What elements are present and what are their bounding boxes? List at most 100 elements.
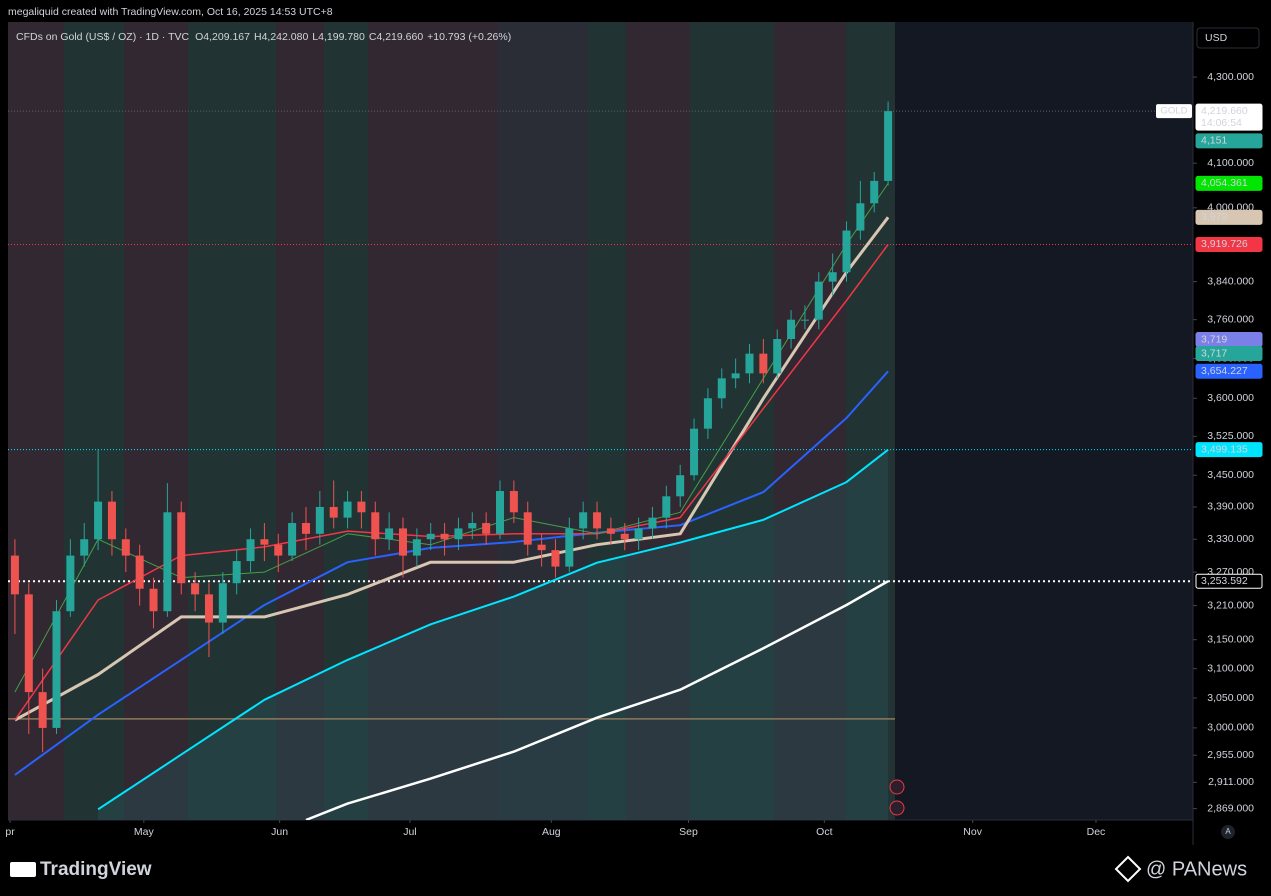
candle-body <box>634 528 643 540</box>
price-label: 3,919.726 <box>1201 238 1248 250</box>
candle-body <box>690 428 699 476</box>
ohlc-legend-item: 4,242.080 <box>262 31 309 43</box>
plot <box>8 101 1193 820</box>
ohlc-legend: O 4,209.167 H 4,242.080 L 4,199.780 C 4,219.660… <box>195 31 511 43</box>
candle-body <box>593 512 602 529</box>
y-tick-label: 2,911.000 <box>1208 776 1254 788</box>
candle-body <box>662 496 671 518</box>
candle-body <box>648 517 657 529</box>
x-tick-label: Nov <box>963 826 982 838</box>
candle-body <box>274 544 283 556</box>
x-tick-label: Sep <box>679 826 698 838</box>
candle-body <box>759 353 768 374</box>
ohlc-legend-item: 4,209.167 <box>203 31 250 43</box>
candle-body <box>107 501 116 540</box>
candle-body <box>565 528 574 567</box>
candle-body <box>828 272 837 282</box>
candle-body <box>620 533 629 540</box>
candle-body <box>745 353 754 374</box>
y-tick-label: 3,150.000 <box>1207 633 1254 645</box>
candle-body <box>731 373 740 379</box>
candle-body <box>537 544 546 551</box>
ohlc-legend-item: C <box>369 31 377 43</box>
x-tick-label: Jun <box>271 826 288 838</box>
price-label-box <box>1195 103 1263 131</box>
candle-body <box>676 475 685 497</box>
ohlc-legend-item: H <box>254 31 262 43</box>
y-tick-label: 3,840.000 <box>1207 275 1254 287</box>
event-icon[interactable] <box>889 779 905 795</box>
event-icon[interactable] <box>889 800 905 816</box>
price-label: 4,054.361 <box>1201 177 1248 189</box>
symbol-tag: GOLD <box>1161 106 1188 117</box>
price-label: 3,499.135 <box>1201 443 1248 455</box>
candle-body <box>177 512 186 584</box>
y-tick-label: 3,050.000 <box>1207 692 1254 704</box>
symbol-title: CFDs on Gold (US$ / OZ) · 1D · TVC <box>16 31 190 43</box>
candle-body <box>246 539 255 562</box>
ohlc-legend-item: +10.793 (+0.26%) <box>427 31 511 43</box>
candle-body <box>468 523 477 529</box>
candle-body <box>343 501 352 518</box>
price-label-box <box>1195 573 1263 589</box>
candle-body <box>94 501 103 540</box>
candle-body <box>426 533 435 540</box>
candle-body <box>814 281 823 320</box>
candle-body <box>482 523 491 534</box>
x-tick-label: Jul <box>403 826 416 838</box>
symbol-tag-box <box>1156 104 1192 119</box>
price-label: 4,151 <box>1201 135 1227 147</box>
y-tick-label: 2,869.000 <box>1207 802 1254 814</box>
candle-body <box>717 378 726 399</box>
candle-body <box>66 555 75 612</box>
price-label: 3,719 <box>1201 333 1227 345</box>
indicator-line <box>97 448 889 811</box>
y-tick-label: 3,450.000 <box>1207 469 1254 481</box>
candle-body <box>399 528 407 556</box>
watermark-logo <box>1114 855 1142 883</box>
session-bands <box>8 22 895 820</box>
candle-body <box>204 594 213 623</box>
line-area <box>98 449 889 820</box>
candle-body <box>301 523 310 534</box>
candle-body <box>856 203 865 231</box>
auto-scale-button[interactable] <box>1221 825 1235 839</box>
candle-body <box>52 611 61 728</box>
x-tick-label: pr <box>5 826 15 838</box>
axes: 4,300.0004,100.0004,000.0003,840.0003,76… <box>5 71 1263 838</box>
y-tick-label: 3,390.000 <box>1207 501 1254 513</box>
credit: megaliquid created with TradingView.com,… <box>8 6 333 18</box>
price-label: 3,717 <box>1201 347 1227 359</box>
price-label-box <box>1195 236 1263 252</box>
candle-body <box>80 539 89 556</box>
candle-body <box>842 230 851 273</box>
auto-scale-label[interactable]: A <box>1225 827 1231 836</box>
price-label-box <box>1195 442 1263 458</box>
currency[interactable]: USD <box>1205 32 1228 44</box>
candle-body <box>38 692 47 728</box>
candle-body <box>10 555 19 595</box>
y-tick-label: 4,300.000 <box>1207 71 1254 83</box>
candle-body <box>703 398 712 429</box>
candle-body <box>135 555 144 589</box>
candle-body <box>800 319 809 321</box>
candle-body <box>385 528 394 540</box>
candle-body <box>288 523 297 556</box>
y-tick-label: 2,955.000 <box>1207 749 1254 761</box>
x-tick-label: Dec <box>1087 826 1106 838</box>
watermark: @ PANews <box>1146 858 1247 880</box>
candle-body <box>357 501 366 513</box>
candle-body <box>371 512 380 540</box>
currency-box[interactable] <box>1196 27 1260 49</box>
candle-body <box>412 539 421 556</box>
price-label-box <box>1195 345 1263 361</box>
candle-body <box>454 528 463 540</box>
ohlc-legend-item: L <box>312 31 318 43</box>
candle-body <box>551 550 560 567</box>
indicator-line <box>14 370 889 776</box>
candle-body <box>260 539 269 545</box>
price-label: 3,654.227 <box>1201 365 1248 377</box>
price-label-time: 14:06:54 <box>1201 117 1242 129</box>
price-label: 4,219.660 <box>1201 105 1248 117</box>
